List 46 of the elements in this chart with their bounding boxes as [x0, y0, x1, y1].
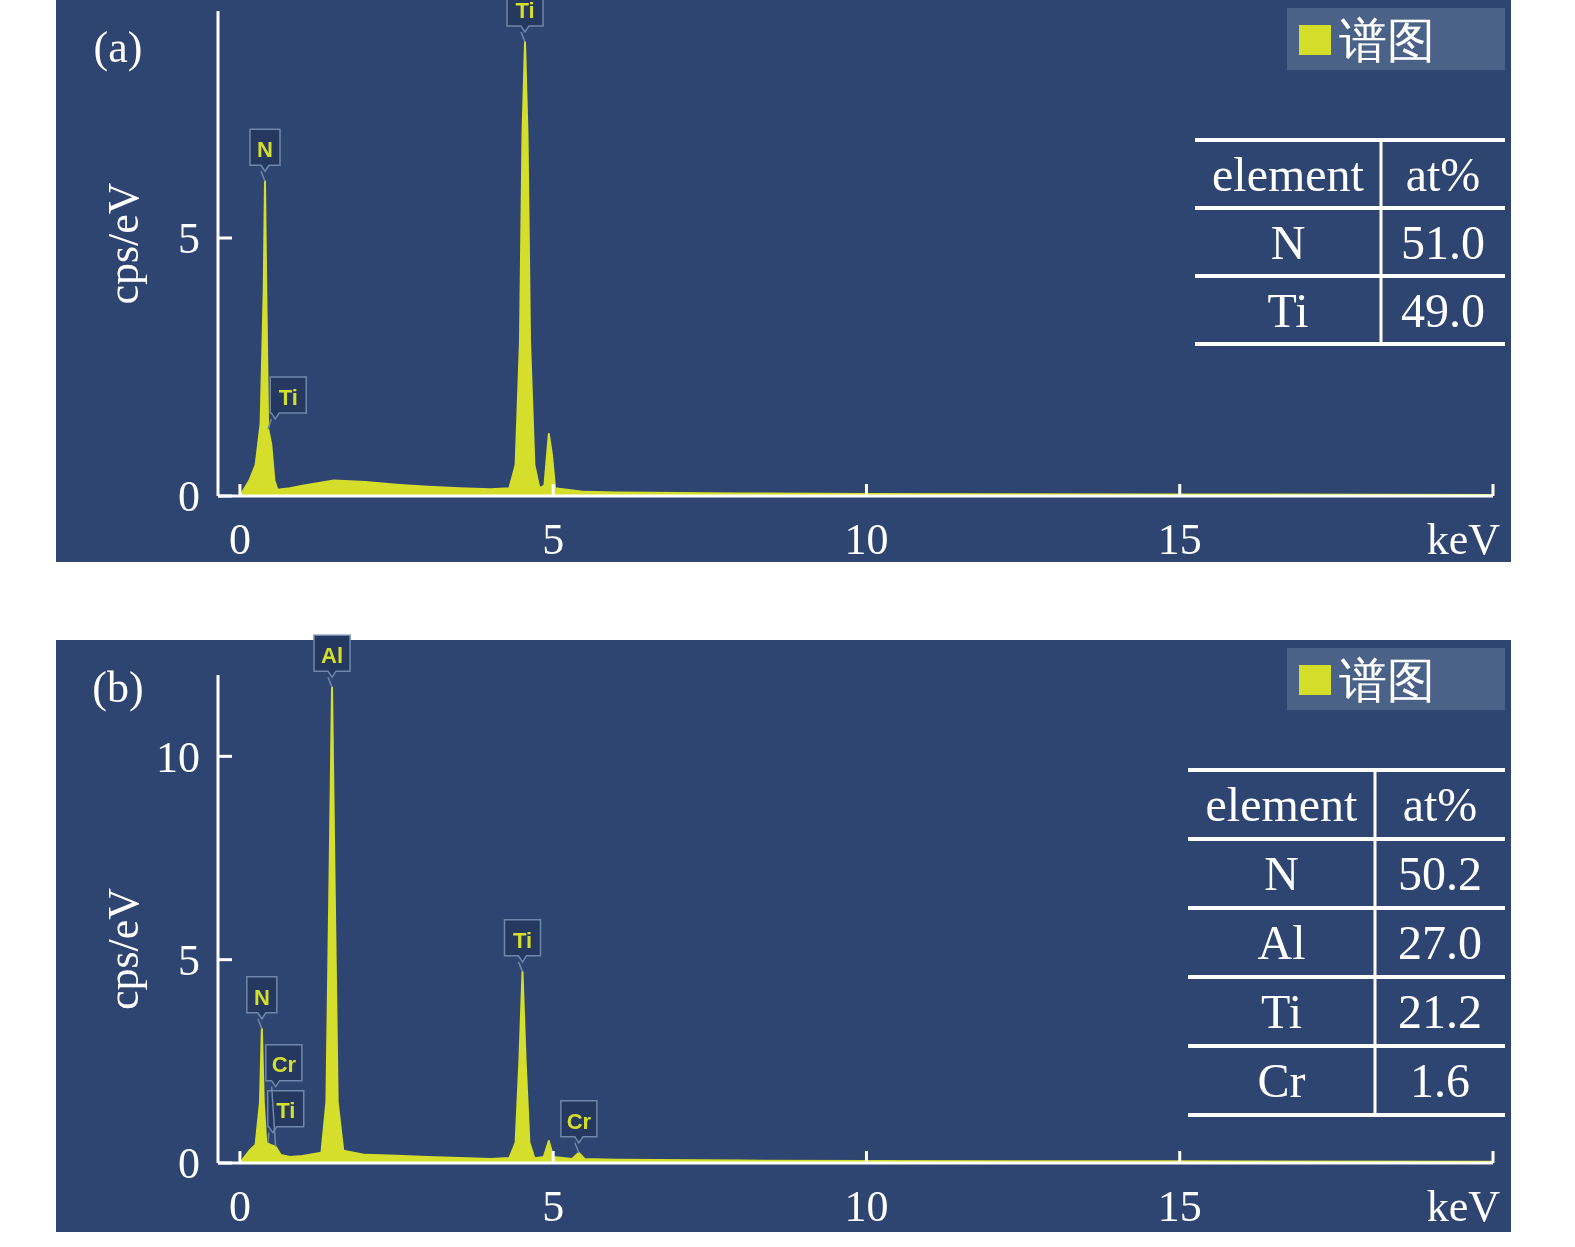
x-axis-title: keV: [1426, 515, 1501, 564]
chart-title: (b): [92, 663, 144, 712]
chart-title: (a): [93, 23, 143, 72]
annotation: N: [1264, 847, 1299, 901]
annotation: Ti: [1267, 283, 1309, 337]
annotation: 50.2: [1398, 847, 1482, 901]
annotation: Ti: [512, 927, 533, 953]
legend-label: 谱图: [1339, 653, 1435, 707]
x-tick-label: 15: [1157, 515, 1202, 564]
y-tick-label: 5: [178, 214, 200, 264]
annotation: Ti: [276, 1098, 296, 1124]
annotation: Cr: [1257, 1054, 1306, 1108]
y-tick-label: 10: [156, 732, 200, 782]
x-tick-label: 10: [844, 515, 889, 564]
y-axis-title: cps/eV: [99, 887, 148, 1011]
x-tick-label: 10: [844, 1182, 889, 1231]
annotation: Cr: [271, 1052, 297, 1078]
annotation: 27.0: [1398, 916, 1482, 970]
annotation: element: [1205, 778, 1359, 832]
annotation: 1.6: [1410, 1054, 1470, 1108]
x-axis-title: keV: [1426, 1182, 1501, 1231]
annotation: 49.0: [1401, 283, 1485, 337]
x-tick-label: 0: [228, 1182, 251, 1231]
annotation: Ti: [1261, 985, 1302, 1039]
annotation: N: [257, 136, 273, 162]
y-axis-title: cps/eV: [99, 182, 148, 305]
y-tick-label: 5: [178, 936, 200, 986]
annotation: Al: [321, 642, 344, 668]
annotation: Cr: [566, 1108, 592, 1134]
annotation: 21.2: [1398, 985, 1482, 1039]
annotation: Ti: [278, 384, 298, 410]
annotation: 51.0: [1401, 215, 1485, 269]
annotation: Ti: [515, 0, 535, 23]
annotation: element: [1212, 147, 1365, 201]
x-tick-label: 0: [228, 515, 251, 564]
annotation: N: [1270, 215, 1306, 269]
annotation: at%: [1405, 147, 1481, 201]
x-tick-label: 15: [1157, 1182, 1202, 1231]
x-tick-label: 5: [542, 1182, 565, 1231]
annotation: N: [253, 984, 270, 1010]
y-tick-label: 0: [178, 472, 200, 522]
annotation: Al: [1257, 916, 1306, 970]
annotation: at%: [1402, 778, 1478, 832]
x-tick-label: 5: [542, 515, 565, 564]
y-tick-label: 0: [178, 1139, 200, 1189]
legend-label: 谱图: [1339, 13, 1435, 67]
